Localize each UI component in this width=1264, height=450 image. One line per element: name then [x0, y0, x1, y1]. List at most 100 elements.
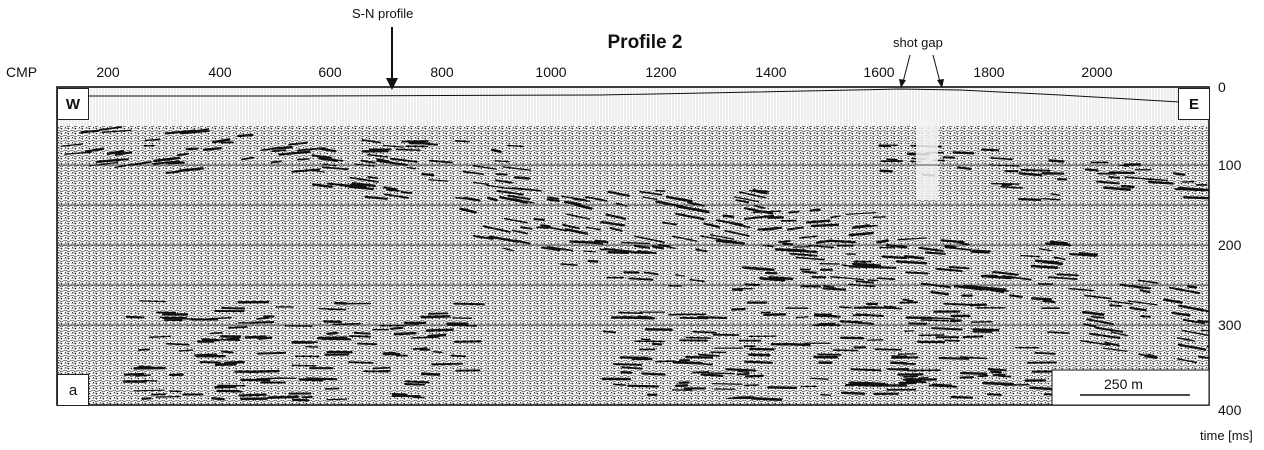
reflector-stroke — [459, 207, 477, 214]
reflector-stroke — [165, 342, 190, 346]
reflector-stroke — [641, 372, 666, 376]
reflector-stroke — [389, 157, 418, 163]
reflector-stroke — [817, 353, 842, 356]
reflector-stroke — [454, 139, 470, 143]
reflector-stroke — [622, 316, 656, 320]
reflector-stroke — [514, 176, 530, 180]
reflector-stroke — [662, 221, 677, 226]
reflector-stroke — [1018, 172, 1043, 177]
reflector-stroke — [376, 158, 391, 163]
reflector-stroke — [311, 154, 333, 159]
reflector-stroke — [427, 333, 447, 338]
reflector-stroke — [125, 315, 145, 319]
reflector-stroke — [1080, 339, 1111, 346]
reflector-stroke — [810, 377, 829, 380]
reflector-stroke — [787, 226, 804, 231]
reflector-stroke — [813, 314, 841, 318]
reflector-stroke — [305, 345, 319, 348]
reflector-stroke — [924, 316, 956, 320]
time-tick-label: 200 — [1218, 237, 1242, 253]
reflector-stroke — [152, 160, 181, 165]
cmp-tick-label: 2000 — [1081, 64, 1113, 80]
time-tick-label: 100 — [1218, 157, 1242, 173]
reflector-stroke — [685, 336, 712, 339]
reflector-stroke — [585, 226, 601, 231]
reflector-stroke — [209, 332, 223, 335]
reflector-stroke — [482, 225, 511, 233]
reflector-stroke — [450, 354, 466, 358]
reflector-stroke — [897, 237, 927, 241]
reflector-stroke — [785, 249, 818, 254]
reflector-stroke — [886, 158, 898, 161]
reflector-stroke — [830, 215, 842, 219]
reflector-stroke — [849, 265, 872, 269]
reflector-stroke — [989, 370, 1002, 374]
reflector-stroke — [150, 393, 166, 396]
reflector-stroke — [617, 311, 643, 315]
reflector-stroke — [1127, 300, 1158, 306]
reflector-stroke — [376, 159, 408, 167]
reflector-stroke — [326, 398, 348, 401]
panel-label: a — [57, 374, 89, 406]
shot-gap-arrow-right — [932, 54, 941, 83]
reflector-stroke — [1104, 341, 1120, 347]
reflector-stroke — [583, 250, 597, 253]
reflector-stroke — [828, 239, 856, 244]
reflector-stroke — [193, 353, 218, 356]
reflector-stroke — [540, 246, 561, 252]
reflector-stroke — [948, 265, 970, 270]
reflector-stroke — [463, 196, 481, 202]
reflector-stroke — [1181, 329, 1209, 337]
reflector-stroke — [462, 170, 484, 176]
reflector-stroke — [364, 195, 388, 200]
reflector-stroke — [850, 368, 882, 372]
reflector-stroke — [1137, 286, 1151, 290]
reflector-stroke — [815, 239, 831, 244]
reflector-stroke — [918, 376, 929, 379]
reflector-stroke — [494, 160, 510, 163]
reflector-stroke — [228, 325, 248, 329]
reflector-stroke — [148, 335, 171, 338]
reflector-stroke — [692, 371, 710, 374]
reflector-stroke — [318, 307, 343, 311]
reflector-stroke — [1177, 343, 1207, 351]
shot-gap-arrowhead-right — [937, 79, 944, 88]
reflector-stroke — [1129, 306, 1147, 312]
reflector-stroke — [762, 244, 774, 248]
reflector-stroke — [643, 271, 659, 276]
reflector-stroke — [258, 336, 273, 340]
reflector-stroke — [672, 360, 703, 365]
reflector-stroke — [1108, 175, 1121, 179]
reflector-stroke — [1103, 186, 1132, 191]
reflector-stroke — [949, 319, 962, 323]
reflector-stroke — [1206, 345, 1209, 348]
reflector-stroke — [572, 198, 591, 203]
reflector-stroke — [986, 393, 1002, 396]
reflector-stroke — [247, 369, 280, 373]
reflector-stroke — [382, 144, 404, 148]
reflector-stroke — [782, 242, 794, 246]
reflector-stroke — [692, 330, 717, 334]
reflector-stroke — [1169, 286, 1201, 295]
reflector-stroke — [856, 383, 881, 387]
reflector-stroke — [602, 330, 617, 334]
reflector-stroke — [1001, 183, 1013, 187]
reflector-stroke — [883, 305, 897, 308]
reflector-stroke — [820, 394, 831, 396]
reflector-stroke — [453, 302, 485, 306]
reflector-stroke — [199, 361, 221, 364]
reflector-stroke — [748, 189, 768, 195]
reflector-stroke — [404, 383, 425, 386]
reflector-stroke — [1042, 299, 1056, 304]
reflector-stroke — [1138, 279, 1159, 284]
reflector-stroke — [238, 393, 267, 397]
reflector-stroke — [411, 336, 440, 339]
reflector-stroke — [852, 262, 882, 267]
cmp-tick-label: 1400 — [755, 64, 787, 80]
reflector-stroke — [594, 239, 609, 244]
reflector-stroke — [331, 159, 344, 162]
reflector-stroke — [876, 277, 896, 281]
reflector-stroke — [155, 395, 181, 398]
reflector-stroke — [321, 166, 349, 171]
reflector-stroke — [367, 153, 389, 158]
